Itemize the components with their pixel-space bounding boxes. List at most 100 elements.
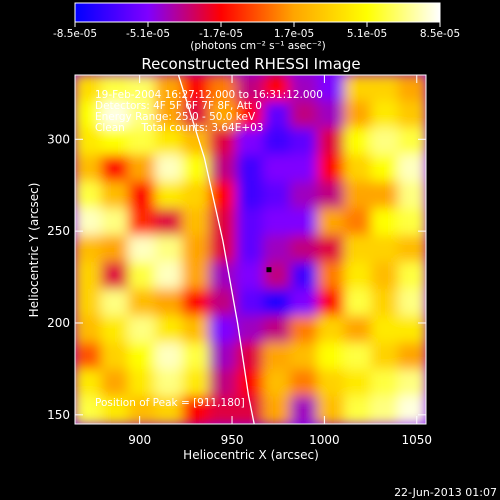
heatmap-cell <box>155 235 184 264</box>
heatmap-cell <box>290 261 319 291</box>
colorbar-fill <box>74 2 441 23</box>
heatmap-cell <box>128 288 157 318</box>
heatmap-cell <box>101 288 130 318</box>
heatmap-cell <box>155 154 184 184</box>
heatmap-cell <box>344 342 373 372</box>
heatmap-cell <box>209 396 238 424</box>
heatmap-cell <box>236 75 265 103</box>
heatmap-cell <box>371 369 400 399</box>
colorbar-tick-label: 5.1e-05 <box>347 28 387 40</box>
heatmap-cell <box>75 235 103 264</box>
heatmap-cell <box>182 396 211 424</box>
heatmap-cell <box>209 261 238 291</box>
heatmap-cell <box>290 342 319 372</box>
heatmap-cell <box>155 342 184 372</box>
heatmap-cell <box>75 100 103 130</box>
heatmap-cell <box>317 127 346 157</box>
heatmap-cells <box>75 75 426 424</box>
heatmap-cell <box>398 181 426 211</box>
heatmap-cell <box>290 396 319 424</box>
heatmap-cell <box>155 261 184 291</box>
heatmap-cell <box>101 154 130 184</box>
heatmap-cell <box>209 154 238 184</box>
heatmap-cell <box>317 181 346 211</box>
heatmap-cell <box>155 208 184 238</box>
colorbar-ticks: -8.5e-05 -5.1e-05 -1.7e-05 1.7e-05 5.1e-05 8.… <box>53 22 460 40</box>
heatmap-cell <box>101 396 130 424</box>
heatmap-cell <box>317 75 346 103</box>
heatmap-cell <box>128 127 157 157</box>
heatmap-cell <box>290 315 319 345</box>
heatmap-cell <box>155 396 184 424</box>
colorbar-tick-label: -1.7e-05 <box>199 28 243 40</box>
heatmap-cell <box>317 261 346 291</box>
heatmap-cell <box>263 288 292 318</box>
heatmap-cell <box>398 369 426 399</box>
heatmap-cell <box>236 261 265 291</box>
heatmap-cell <box>371 315 400 345</box>
heatmap-cell <box>263 315 292 345</box>
heatmap-cell <box>75 342 103 372</box>
colorbar: -8.5e-05 -5.1e-05 -1.7e-05 1.7e-05 5.1e-05 8.… <box>53 2 460 52</box>
heatmap-cell <box>317 235 346 264</box>
heatmap-cell <box>344 288 373 318</box>
heatmap-cell <box>209 369 238 399</box>
heatmap-cell <box>75 75 103 103</box>
heatmap-cell <box>344 127 373 157</box>
heatmap-cell <box>290 154 319 184</box>
heatmap-cell <box>101 181 130 211</box>
heatmap-cell <box>128 396 157 424</box>
heatmap-cell <box>398 75 426 103</box>
colorbar-tick-label: 1.7e-05 <box>274 28 314 40</box>
heatmap-cell <box>236 181 265 211</box>
x-tick-label: 950 <box>221 433 244 447</box>
heatmap-cell <box>182 208 211 238</box>
heatmap-cell <box>236 127 265 157</box>
heatmap-cell <box>398 235 426 264</box>
annotation-energy-range: Energy Range: 25.0 - 50.0 keV <box>95 111 256 123</box>
heatmap-cell <box>263 208 292 238</box>
heatmap-cell <box>398 342 426 372</box>
heatmap-cell <box>236 154 265 184</box>
heatmap-cell <box>344 369 373 399</box>
heatmap-cell <box>317 342 346 372</box>
heatmap-cell <box>263 342 292 372</box>
heatmap-cell <box>317 396 346 424</box>
x-tick-label: 1000 <box>309 433 340 447</box>
heatmap-cell <box>344 396 373 424</box>
heatmap-cell <box>263 75 292 103</box>
heatmap-cell <box>101 75 130 103</box>
axis-ticks: 900 950 1000 1050 150 200 250 300 <box>47 75 432 447</box>
heatmap-cell <box>371 75 400 103</box>
heatmap-cell <box>75 208 103 238</box>
peak-marker <box>266 267 272 273</box>
heatmap-cell <box>290 208 319 238</box>
x-tick-label: 900 <box>128 433 151 447</box>
heatmap-cell <box>344 154 373 184</box>
colorbar-tick-label: -8.5e-05 <box>53 28 97 40</box>
annotation-time-range: 19-Feb-2004 16:27:12.000 to 16:31:12.000 <box>95 89 323 101</box>
heatmap-cell <box>371 342 400 372</box>
heatmap-cell <box>344 75 373 103</box>
heatmap-cell <box>182 75 211 103</box>
x-axis-label: Heliocentric X (arcsec) <box>183 448 319 462</box>
peak-position-label: Position of Peak = [911,180] <box>95 397 245 409</box>
heatmap-cell <box>101 208 130 238</box>
heatmap-cell <box>182 288 211 318</box>
heatmap-cell <box>398 208 426 238</box>
heatmap-cell <box>75 288 103 318</box>
heatmap-cell <box>182 181 211 211</box>
heatmap-cell <box>371 100 400 130</box>
heatmap-cell <box>182 100 211 130</box>
heatmap-cell <box>398 127 426 157</box>
plot-frame <box>74 74 427 425</box>
heatmap-cell <box>101 315 130 345</box>
chart-title: Reconstructed RHESSI Image <box>141 55 360 73</box>
heatmap-cell <box>182 154 211 184</box>
heatmap-cell <box>75 396 103 424</box>
heatmap-cell <box>344 315 373 345</box>
heatmap-cell <box>344 261 373 291</box>
heatmap-cell <box>371 181 400 211</box>
heatmap-cell <box>290 75 319 103</box>
